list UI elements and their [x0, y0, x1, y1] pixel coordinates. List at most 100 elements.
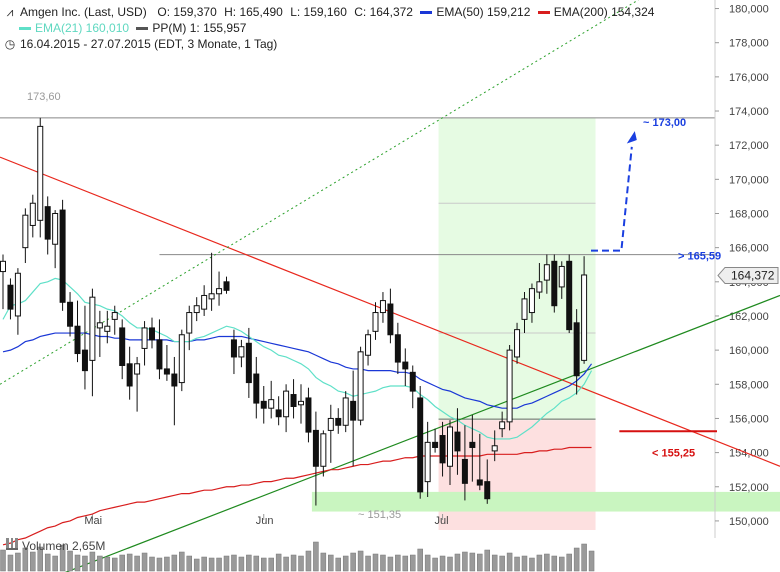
volume-bar [380, 554, 386, 572]
candle [312, 411, 319, 506]
volume-bar [335, 557, 341, 572]
candle-body [379, 300, 386, 314]
y-tick-label: 174,000 [729, 106, 769, 118]
volume-bar [559, 556, 565, 572]
candle-body [230, 339, 237, 358]
candle [581, 256, 588, 364]
legend-row-1: ⩘ Amgen Inc. (Last, USD) O: 159,370 H: 16… [4, 5, 658, 20]
candle-body [171, 373, 178, 387]
candle [22, 208, 29, 264]
target-up-label: ~ 173,00 [643, 117, 686, 129]
candle [216, 271, 223, 306]
volume-bar [357, 550, 364, 572]
candle [298, 384, 304, 424]
candle [134, 356, 141, 412]
volume-bar [283, 556, 289, 572]
candle-body [536, 281, 543, 293]
volume-value: Volumen 2,65M [22, 539, 106, 553]
volume-bar [402, 555, 409, 572]
candle-body [89, 296, 96, 361]
candle [201, 285, 208, 316]
candle-body [447, 426, 453, 467]
ema200-legend: EMA(200) 154,324 [553, 5, 655, 19]
volume-bar [134, 555, 140, 572]
candle [111, 305, 118, 335]
candle [290, 379, 297, 419]
candle-body [432, 441, 439, 448]
candle-body [149, 327, 155, 341]
volume-bar [0, 549, 6, 572]
volume-bar [432, 557, 438, 572]
x-tick-label: Jun [256, 515, 274, 527]
candle [104, 310, 111, 344]
volume-bar [313, 541, 319, 572]
ema21-swatch [19, 27, 31, 31]
volume-bar [342, 555, 349, 572]
volume-bar [298, 555, 304, 572]
volume-bar [216, 557, 222, 572]
candle-body [551, 260, 558, 307]
volume-bar [588, 550, 595, 572]
target-arrow-head [626, 131, 637, 144]
candle-body [134, 363, 141, 375]
candle-body [335, 417, 342, 426]
volume-bar [22, 547, 29, 572]
candle-body [37, 125, 44, 221]
volume-bar [44, 553, 51, 572]
volume-bar [477, 553, 483, 572]
y-tick-label: 150,000 [729, 516, 769, 528]
candle-body [208, 293, 215, 300]
candle [14, 268, 21, 335]
candle-body [350, 400, 357, 421]
volume-bar [126, 553, 133, 572]
candle [29, 194, 36, 238]
ema21-line [2, 277, 593, 440]
volume-bar [52, 555, 58, 572]
candle-body [0, 260, 6, 273]
volume-bar [551, 555, 558, 572]
volume-bar [30, 551, 36, 572]
volume-bar [395, 554, 401, 572]
volume-bar [536, 554, 543, 572]
candle-body [484, 481, 491, 500]
candle [476, 433, 483, 491]
candle-body [59, 209, 66, 303]
volume-bar [365, 555, 371, 572]
candle [506, 345, 513, 431]
candle-body [193, 305, 200, 314]
volume-bar [275, 553, 282, 572]
x-tick-label: Jul [435, 515, 449, 527]
volume-bar [305, 550, 312, 572]
volume-bar [387, 556, 394, 572]
candle-body [558, 265, 565, 288]
candle-body [365, 334, 372, 356]
volume-bar [544, 553, 550, 572]
volume-bar [454, 553, 461, 572]
candle [67, 292, 74, 337]
volume-bar [581, 543, 587, 572]
candle [283, 384, 290, 433]
candle [484, 459, 491, 504]
volume-bar [506, 552, 513, 572]
candle [461, 425, 468, 501]
candle [387, 288, 394, 344]
volume-bar [566, 553, 572, 572]
y-tick-label: 166,000 [729, 243, 769, 255]
candle [268, 380, 275, 419]
chart-type-icon[interactable]: ⩘ [6, 5, 14, 19]
candle [558, 261, 565, 299]
candle-body [417, 397, 424, 493]
candle-body [111, 312, 118, 320]
candle [543, 254, 550, 294]
volume-bar [484, 549, 490, 572]
volume-bar [112, 557, 118, 572]
ema21-legend: EMA(21) 160,010 [35, 21, 130, 35]
candle [305, 387, 312, 443]
candle [342, 391, 349, 433]
current-price-marker [717, 266, 779, 284]
volume-bar [156, 557, 163, 572]
instrument-name: Amgen Inc. (Last, USD) [20, 5, 147, 19]
candle-body [104, 325, 111, 332]
volume-bar [97, 555, 103, 572]
